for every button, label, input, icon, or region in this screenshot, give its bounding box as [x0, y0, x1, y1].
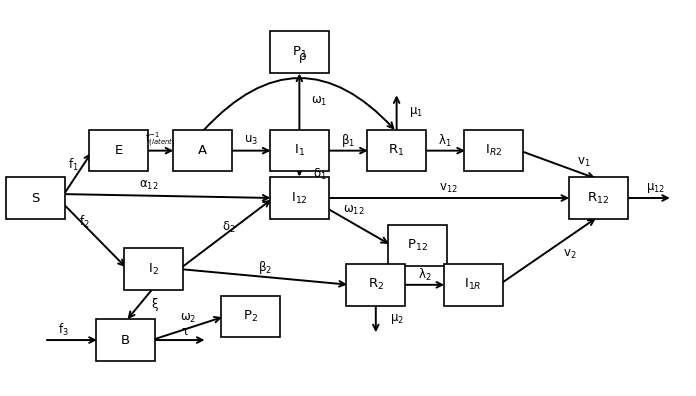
Text: P$_{12}$: P$_{12}$	[407, 238, 428, 253]
FancyBboxPatch shape	[464, 130, 523, 171]
Text: R$_1$: R$_1$	[388, 143, 405, 158]
Text: ω$_{12}$: ω$_{12}$	[343, 204, 365, 217]
Text: E: E	[115, 144, 123, 157]
Text: I$_{12}$: I$_{12}$	[291, 190, 308, 206]
Text: f$_2$: f$_2$	[79, 214, 90, 230]
FancyBboxPatch shape	[443, 264, 503, 306]
FancyBboxPatch shape	[173, 130, 232, 171]
FancyBboxPatch shape	[270, 177, 329, 219]
Text: t$^{-1}_{(latent)}$: t$^{-1}_{(latent)}$	[145, 130, 175, 149]
Text: μ$_1$: μ$_1$	[409, 105, 423, 119]
FancyBboxPatch shape	[96, 319, 155, 361]
Text: u$_3$: u$_3$	[244, 134, 258, 147]
Text: R$_{12}$: R$_{12}$	[587, 190, 609, 206]
FancyBboxPatch shape	[569, 177, 628, 219]
Text: μ$_2$: μ$_2$	[390, 312, 404, 326]
Text: P$_1$: P$_1$	[292, 44, 307, 59]
Text: ω$_1$: ω$_1$	[310, 95, 327, 108]
FancyBboxPatch shape	[124, 248, 183, 290]
FancyBboxPatch shape	[221, 296, 280, 337]
Text: B: B	[121, 333, 130, 346]
Text: ξ: ξ	[152, 298, 158, 311]
Text: R$_2$: R$_2$	[367, 277, 384, 292]
Text: λ$_1$: λ$_1$	[438, 133, 452, 149]
Text: α$_{12}$: α$_{12}$	[139, 179, 159, 192]
Text: β$_1$: β$_1$	[341, 132, 355, 149]
FancyBboxPatch shape	[6, 177, 65, 219]
Text: I$_2$: I$_2$	[148, 261, 159, 276]
Text: f$_3$: f$_3$	[58, 322, 69, 338]
Text: τ: τ	[182, 325, 189, 338]
Text: v$_{12}$: v$_{12}$	[439, 182, 458, 195]
Text: μ$_{12}$: μ$_{12}$	[646, 181, 665, 195]
Text: I$_{1R}$: I$_{1R}$	[464, 277, 482, 292]
Text: v$_2$: v$_2$	[562, 248, 576, 261]
Text: I$_1$: I$_1$	[294, 143, 305, 158]
Text: S: S	[31, 192, 40, 204]
FancyBboxPatch shape	[347, 264, 405, 306]
Text: δ$_2$: δ$_2$	[222, 220, 235, 235]
Text: f$_1$: f$_1$	[68, 156, 79, 173]
Text: ω$_2$: ω$_2$	[180, 312, 196, 325]
FancyBboxPatch shape	[89, 130, 148, 171]
Text: A: A	[198, 144, 207, 157]
Text: v$_1$: v$_1$	[577, 156, 590, 169]
FancyBboxPatch shape	[388, 225, 447, 266]
Text: I$_{R2}$: I$_{R2}$	[485, 143, 503, 158]
Text: δ$_1$: δ$_1$	[313, 167, 327, 182]
FancyBboxPatch shape	[270, 130, 329, 171]
FancyBboxPatch shape	[367, 130, 426, 171]
Text: β$_2$: β$_2$	[258, 259, 271, 276]
Text: λ$_2$: λ$_2$	[418, 267, 431, 283]
Text: P$_2$: P$_2$	[243, 309, 258, 324]
FancyBboxPatch shape	[270, 31, 329, 73]
Text: ρ: ρ	[299, 50, 307, 63]
